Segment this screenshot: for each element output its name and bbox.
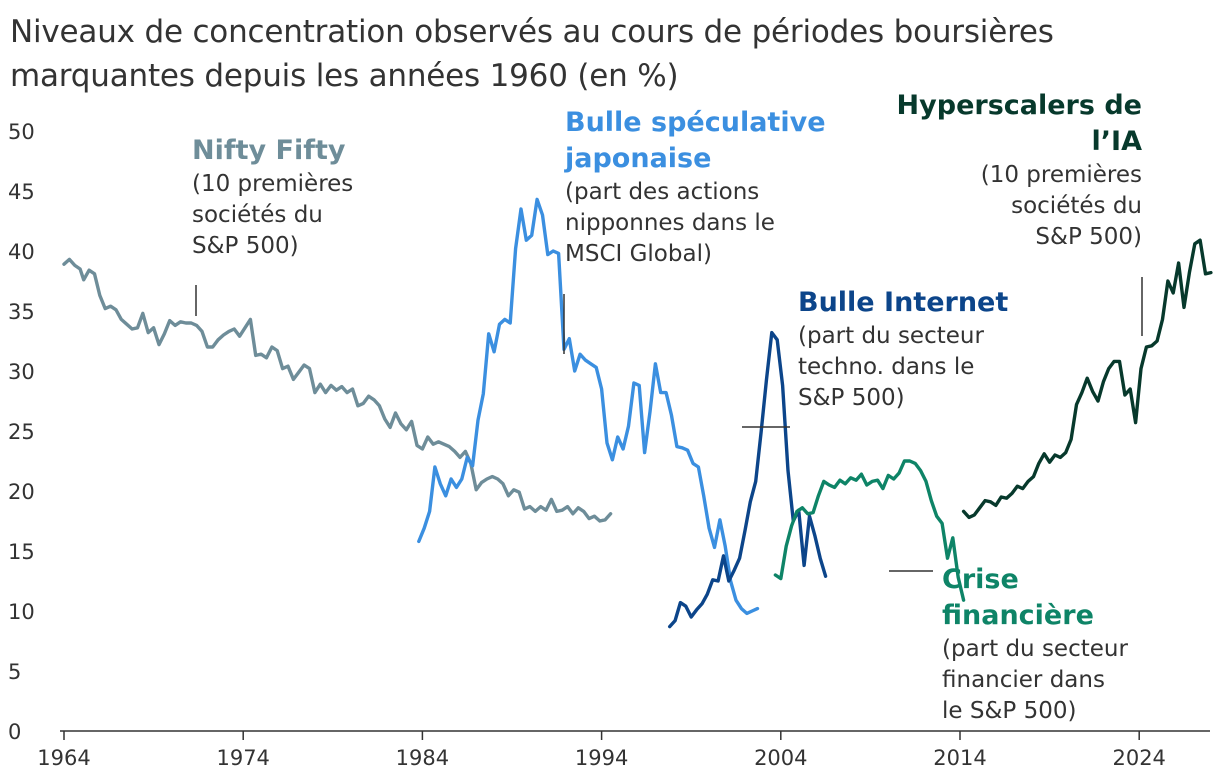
chart-title-line-1: Niveaux de concentration observés au cou… bbox=[10, 14, 1054, 50]
annotation-crise-desc-2: financier dans bbox=[942, 667, 1105, 693]
annotation-ia-title-2: l’IA bbox=[1091, 126, 1142, 157]
y-tick-label: 20 bbox=[8, 480, 35, 504]
annotation-ia-title-1: Hyperscalers de bbox=[896, 90, 1142, 121]
annotation-crise-desc-1: (part du secteur bbox=[942, 636, 1128, 662]
series-line-2 bbox=[668, 330, 828, 629]
chart-series bbox=[62, 197, 1213, 629]
annotation-crise-title-1: Crise bbox=[942, 564, 1019, 595]
y-tick-label: 0 bbox=[8, 720, 21, 744]
y-tick-label: 40 bbox=[8, 240, 35, 264]
annotation-ia-desc-2: sociétés du bbox=[1011, 193, 1142, 219]
y-tick-label: 10 bbox=[8, 600, 35, 624]
annotation-internet-title: Bulle Internet bbox=[798, 287, 1009, 318]
y-tick-label: 50 bbox=[8, 120, 35, 144]
annotation-internet-desc-1: (part du secteur bbox=[798, 323, 984, 349]
annotation-crise-desc-3: le S&P 500) bbox=[942, 698, 1077, 724]
series-line-0 bbox=[62, 257, 613, 523]
annotation-japon-title-2: japonaise bbox=[565, 143, 712, 174]
annotation-nifty-desc-1: (10 premières bbox=[192, 171, 354, 197]
chart-title-line-2: marquantes depuis les années 1960 (en %) bbox=[10, 58, 679, 94]
x-tick-label: 2004 bbox=[754, 746, 807, 770]
x-tick-label: 1994 bbox=[575, 746, 628, 770]
series-line-4 bbox=[961, 238, 1213, 520]
x-tick-label: 1964 bbox=[37, 746, 90, 770]
annotation-bulle-internet: Bulle Internet (part du secteur techno. … bbox=[798, 285, 1008, 414]
annotation-hyperscalers-ia: Hyperscalers de l’IA (10 premières socié… bbox=[880, 88, 1142, 253]
annotation-internet-desc-3: S&P 500) bbox=[798, 385, 905, 411]
x-tick-label: 2014 bbox=[933, 746, 986, 770]
annotation-japon-desc-1: (part des actions bbox=[565, 179, 760, 205]
x-tick-label: 2024 bbox=[1112, 746, 1165, 770]
y-tick-label: 5 bbox=[8, 660, 21, 684]
y-tick-label: 25 bbox=[8, 420, 35, 444]
annotation-nifty-fifty: Nifty Fifty (10 premières sociétés du S&… bbox=[192, 133, 353, 262]
annotation-ia-desc-3: S&P 500) bbox=[1035, 224, 1142, 250]
annotation-bulle-japonaise: Bulle spéculative japonaise (part des ac… bbox=[565, 105, 826, 270]
annotation-japon-desc-3: MSCI Global) bbox=[565, 241, 712, 267]
annotation-crise-financiere: Crise financière (part du secteur financ… bbox=[942, 562, 1128, 727]
annotation-nifty-desc-2: sociétés du bbox=[192, 202, 323, 228]
x-tick-label: 1974 bbox=[216, 746, 269, 770]
chart-axes: 0 5 10 15 20 25 30 35 40 45 50 1964 1974 1984 1994 2004… bbox=[8, 120, 1210, 770]
y-tick-label: 35 bbox=[8, 300, 35, 324]
series-line-1 bbox=[417, 197, 760, 616]
annotation-crise-title-2: financière bbox=[942, 600, 1094, 631]
series-line-3 bbox=[773, 459, 966, 602]
annotation-japon-title-1: Bulle spéculative bbox=[565, 107, 826, 138]
y-tick-label: 30 bbox=[8, 360, 35, 384]
annotation-nifty-title: Nifty Fifty bbox=[192, 135, 346, 166]
annotation-internet-desc-2: techno. dans le bbox=[798, 354, 975, 380]
annotation-nifty-desc-3: S&P 500) bbox=[192, 233, 299, 259]
annotation-leaders bbox=[195, 277, 1143, 572]
y-tick-label: 45 bbox=[8, 180, 35, 204]
x-tick-label: 1984 bbox=[396, 746, 449, 770]
y-tick-label: 15 bbox=[8, 540, 35, 564]
annotation-ia-desc-1: (10 premières bbox=[980, 162, 1142, 188]
annotation-japon-desc-2: nipponnes dans le bbox=[565, 210, 775, 236]
chart-title: Niveaux de concentration observés au cou… bbox=[10, 10, 1210, 98]
